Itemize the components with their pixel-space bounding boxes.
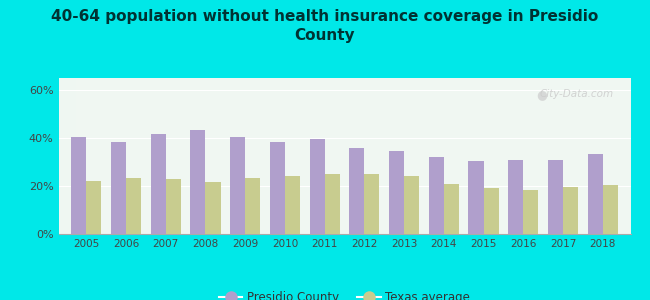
Bar — [603, 185, 618, 234]
Legend: Presidio County, Texas average: Presidio County, Texas average — [214, 287, 475, 300]
Bar — [429, 157, 444, 234]
Bar — [309, 139, 324, 234]
Bar — [484, 188, 499, 234]
Text: City-Data.com: City-Data.com — [540, 89, 614, 99]
Bar — [111, 142, 126, 234]
Bar — [285, 176, 300, 234]
Bar — [563, 187, 578, 234]
Bar — [469, 161, 484, 234]
Bar — [523, 190, 538, 234]
Bar — [365, 174, 380, 234]
Bar — [444, 184, 459, 234]
Bar — [349, 148, 365, 234]
Bar — [230, 137, 245, 234]
Bar — [270, 142, 285, 234]
Bar — [404, 176, 419, 234]
Bar — [72, 137, 86, 234]
Bar — [126, 178, 141, 234]
Bar — [508, 160, 523, 234]
Bar — [324, 174, 340, 234]
Text: ●: ● — [537, 88, 547, 101]
Bar — [389, 151, 404, 234]
Bar — [86, 181, 101, 234]
Bar — [548, 160, 563, 234]
Text: 40-64 population without health insurance coverage in Presidio
County: 40-64 population without health insuranc… — [51, 9, 599, 43]
Bar — [588, 154, 603, 234]
Bar — [245, 178, 260, 234]
Bar — [190, 130, 205, 234]
Bar — [151, 134, 166, 234]
Bar — [205, 182, 220, 234]
Bar — [166, 179, 181, 234]
